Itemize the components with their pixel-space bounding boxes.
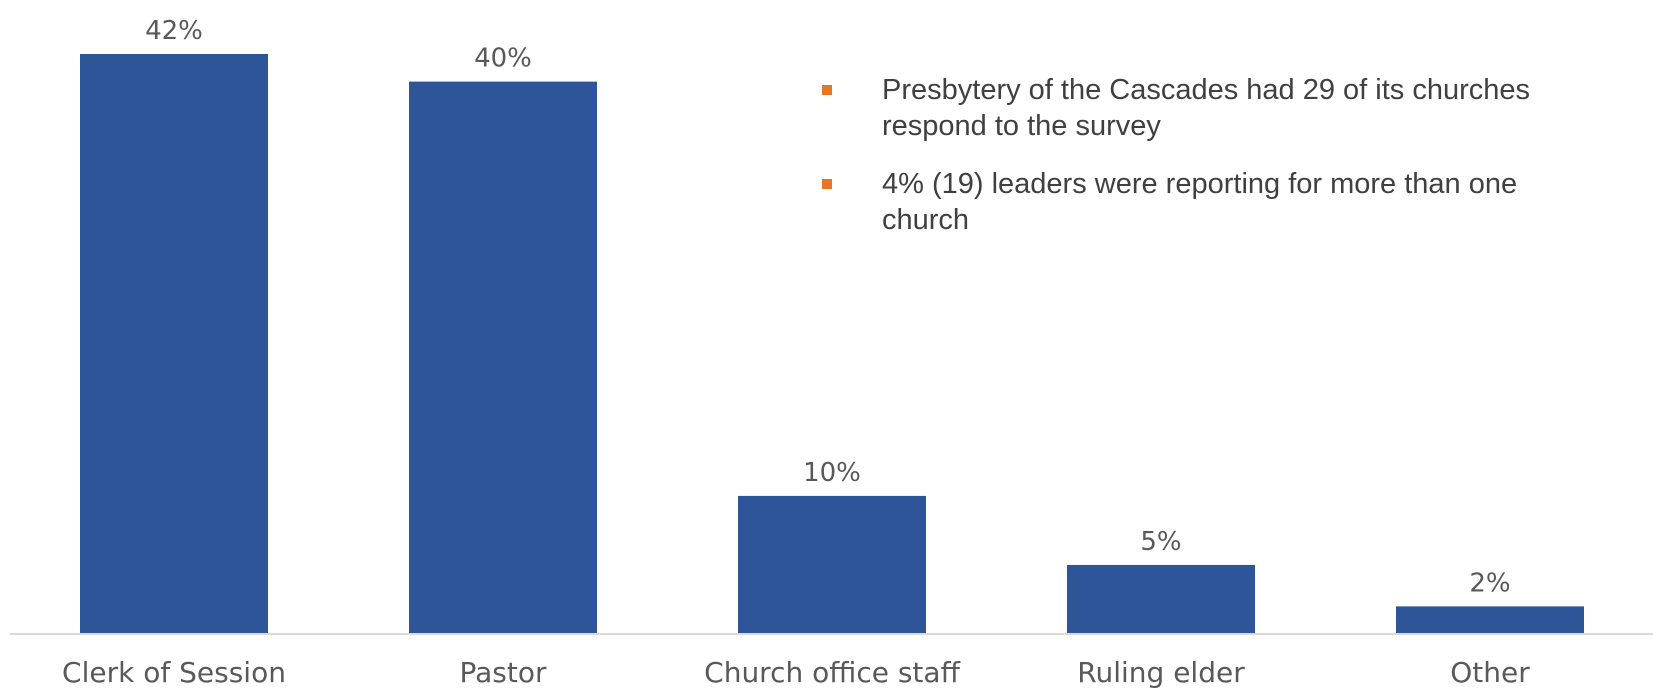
bar-value-label: 40% bbox=[474, 44, 532, 74]
bar-value-label: 2% bbox=[1469, 568, 1510, 598]
category-label: Clerk of Session bbox=[62, 656, 286, 689]
notes-list: Presbytery of the Cascades had 29 of its… bbox=[820, 72, 1600, 260]
category-label: Pastor bbox=[460, 656, 547, 689]
bars-layer bbox=[80, 54, 1584, 635]
category-label: Other bbox=[1450, 656, 1530, 689]
square-bullet-icon bbox=[822, 85, 832, 95]
labels-layer: 42% Clerk of Session 40% Pastor 10% Church of… bbox=[62, 16, 1530, 689]
note-item: 4% (19) leaders were reporting for more … bbox=[820, 166, 1600, 238]
bar bbox=[1067, 564, 1255, 634]
bar bbox=[738, 495, 926, 634]
category-label: Church office staff bbox=[704, 656, 960, 689]
category-label: Ruling elder bbox=[1077, 656, 1245, 689]
note-item: Presbytery of the Cascades had 29 of its… bbox=[820, 72, 1600, 144]
bar-value-label: 10% bbox=[803, 458, 861, 488]
note-text: 4% (19) leaders were reporting for more … bbox=[882, 168, 1518, 236]
bar bbox=[409, 81, 597, 635]
bar bbox=[80, 54, 268, 634]
bar-value-label: 5% bbox=[1140, 527, 1181, 557]
bar bbox=[1396, 606, 1584, 634]
bar-value-label: 42% bbox=[145, 16, 203, 46]
note-text: Presbytery of the Cascades had 29 of its… bbox=[882, 74, 1531, 142]
square-bullet-icon bbox=[822, 179, 832, 189]
